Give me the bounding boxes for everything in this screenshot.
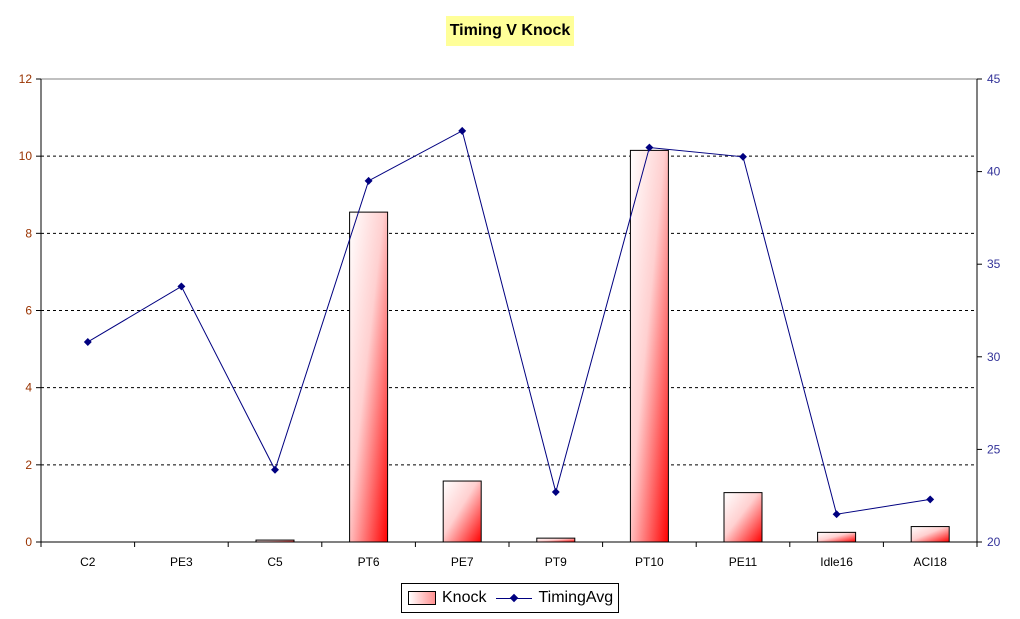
- left-tick-label: 12: [19, 72, 33, 86]
- x-tick-label: PT6: [358, 555, 380, 569]
- legend-label-knock: Knock: [442, 589, 487, 606]
- legend: Knock TimingAvg: [401, 583, 619, 613]
- timingavg-point: [364, 176, 373, 185]
- timingavg-point: [458, 126, 467, 135]
- knock-bar: [255, 539, 295, 543]
- right-tick-label: 35: [987, 257, 1001, 271]
- x-tick-label: ACI18: [914, 555, 948, 569]
- right-tick-label: 25: [987, 442, 1001, 456]
- knock-bar: [817, 531, 857, 543]
- x-tick-label: Idle16: [820, 555, 853, 569]
- right-tick-label: 20: [987, 535, 1001, 549]
- x-tick-label: PE3: [170, 555, 193, 569]
- knock-bar: [349, 211, 389, 543]
- legend-item-timingavg: TimingAvg: [486, 589, 613, 607]
- x-tick-label: PT10: [635, 555, 664, 569]
- knock-bar: [723, 492, 763, 543]
- x-tick-label: PE7: [451, 555, 474, 569]
- chart-title: Timing V Knock: [446, 16, 574, 46]
- timingavg-point: [739, 152, 747, 161]
- x-tick-label: C5: [267, 555, 283, 569]
- left-tick-label: 2: [25, 458, 32, 472]
- timingavg-point: [645, 143, 654, 152]
- left-tick-label: 6: [25, 304, 32, 318]
- timingavg-point: [832, 510, 841, 519]
- right-tick-label: 30: [987, 350, 1001, 364]
- knock-bar: [629, 149, 669, 543]
- knock-bar: [442, 480, 482, 543]
- x-tick-label: PE11: [729, 555, 758, 569]
- left-tick-label: 4: [25, 381, 32, 395]
- timingavg-point: [271, 465, 279, 474]
- x-tick-label: PT9: [545, 555, 567, 569]
- left-tick-label: 8: [25, 226, 32, 240]
- knock-bar: [536, 537, 576, 543]
- legend-swatch-timingavg: [496, 592, 533, 604]
- timingavg-point: [177, 282, 186, 291]
- left-tick-label: 0: [25, 535, 32, 549]
- legend-label-timingavg: TimingAvg: [538, 589, 614, 606]
- right-tick-label: 40: [987, 165, 1001, 179]
- timingavg-line: [87, 130, 931, 515]
- legend-swatch-knock: [408, 591, 436, 605]
- left-tick-label: 10: [19, 149, 33, 163]
- knock-bar: [910, 526, 950, 543]
- right-tick-label: 45: [987, 72, 1001, 86]
- legend-item-knock: Knock: [402, 589, 486, 607]
- x-tick-label: C2: [80, 555, 96, 569]
